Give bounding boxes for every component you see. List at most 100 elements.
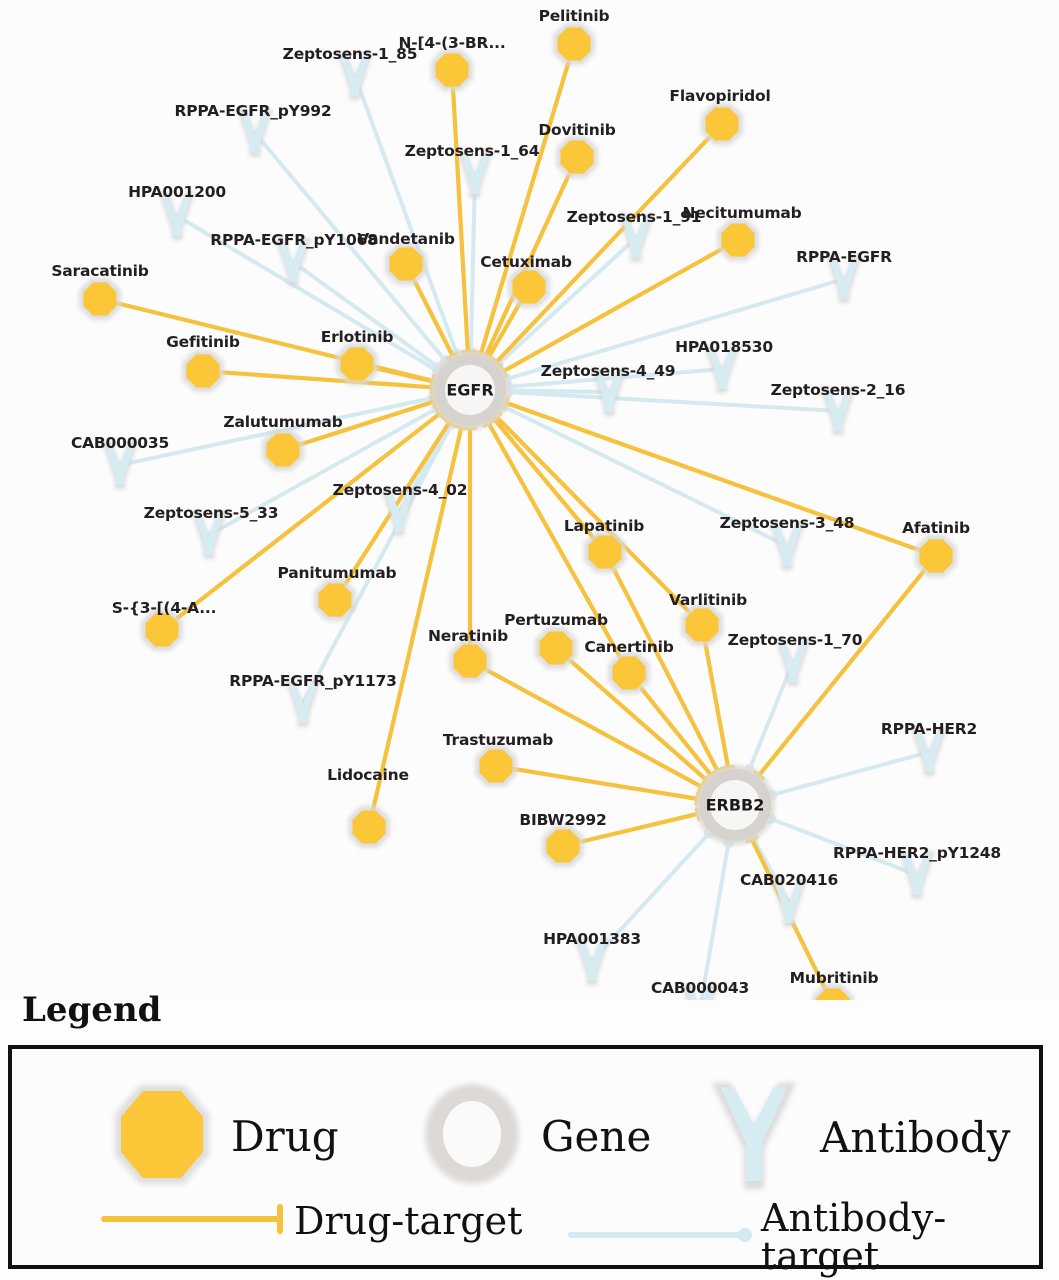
drug-node[interactable] bbox=[681, 604, 723, 646]
antibody-target-edge bbox=[468, 172, 477, 355]
octagon-icon[interactable] bbox=[546, 829, 580, 863]
octagon-icon[interactable] bbox=[919, 539, 953, 573]
antibody-node[interactable] bbox=[775, 638, 811, 686]
octagon-icon[interactable] bbox=[435, 53, 469, 87]
octagon-icon[interactable] bbox=[512, 270, 546, 304]
drug-node[interactable] bbox=[584, 531, 626, 573]
octagon-icon[interactable] bbox=[186, 354, 220, 388]
drug-target-edge bbox=[449, 67, 470, 355]
network-canvas[interactable]: Pelitinib N-[4-(3-BR... Flavopiridol Doviti… bbox=[0, 0, 1059, 1000]
antibody-node[interactable] bbox=[381, 488, 417, 536]
octagon-icon[interactable] bbox=[557, 27, 591, 61]
chevron-icon[interactable] bbox=[915, 732, 943, 772]
antibody-node[interactable] bbox=[285, 679, 321, 727]
octagon-icon[interactable] bbox=[560, 140, 594, 174]
antibody-node[interactable] bbox=[820, 387, 856, 435]
octagon-icon[interactable] bbox=[721, 223, 755, 257]
chevron-icon[interactable] bbox=[773, 526, 801, 566]
antibody-node[interactable] bbox=[911, 728, 947, 776]
antibody-node[interactable] bbox=[191, 511, 227, 559]
chevron-icon[interactable] bbox=[595, 372, 623, 412]
drug-node[interactable] bbox=[385, 243, 427, 285]
chevron-icon[interactable] bbox=[461, 154, 489, 194]
antibody-node[interactable] bbox=[574, 937, 610, 985]
gene-node[interactable] bbox=[695, 765, 775, 845]
drug-node[interactable] bbox=[431, 49, 473, 91]
octagon-icon[interactable] bbox=[83, 282, 117, 316]
chevron-icon[interactable] bbox=[163, 196, 191, 236]
antibody-target-edge bbox=[496, 236, 638, 367]
octagon-icon[interactable] bbox=[612, 656, 646, 690]
drug-node[interactable] bbox=[141, 609, 183, 651]
drug-node[interactable] bbox=[336, 343, 378, 385]
chevron-icon[interactable] bbox=[195, 515, 223, 555]
octagon-icon[interactable] bbox=[318, 583, 352, 617]
drug-target-edge bbox=[492, 417, 608, 555]
octagon-icon[interactable] bbox=[453, 644, 487, 678]
drug-node[interactable] bbox=[915, 535, 957, 577]
gene-node[interactable] bbox=[430, 350, 510, 430]
drug-node[interactable] bbox=[812, 984, 854, 1000]
octagon-icon[interactable] bbox=[588, 535, 622, 569]
chevron-icon[interactable] bbox=[775, 883, 803, 923]
antibody-node[interactable] bbox=[237, 109, 273, 157]
drug-node[interactable] bbox=[262, 429, 304, 471]
chevron-icon[interactable] bbox=[241, 113, 269, 153]
chevron-icon[interactable] bbox=[903, 855, 931, 895]
chevron-icon[interactable] bbox=[622, 218, 650, 258]
drug-node[interactable] bbox=[348, 806, 390, 848]
antibody-node[interactable] bbox=[591, 368, 627, 416]
drug-node[interactable] bbox=[556, 136, 598, 178]
drug-target-edge bbox=[366, 424, 464, 830]
antibody-node[interactable] bbox=[275, 238, 311, 286]
antibody-node[interactable] bbox=[682, 985, 718, 1000]
chevron-icon[interactable] bbox=[341, 56, 369, 96]
antibody-node[interactable] bbox=[826, 255, 862, 303]
antibody-node[interactable] bbox=[102, 441, 138, 489]
octagon-icon[interactable] bbox=[340, 347, 374, 381]
octagon-icon[interactable] bbox=[539, 631, 573, 665]
chevron-icon[interactable] bbox=[106, 445, 134, 485]
chevron-icon[interactable] bbox=[830, 259, 858, 299]
drug-node[interactable] bbox=[449, 640, 491, 682]
drug-node[interactable] bbox=[542, 825, 584, 867]
antibody-node[interactable] bbox=[337, 52, 373, 100]
octagon-icon[interactable] bbox=[266, 433, 300, 467]
drug-node[interactable] bbox=[314, 579, 356, 621]
chevron-icon[interactable] bbox=[578, 941, 606, 981]
drug-node[interactable] bbox=[553, 23, 595, 65]
antibody-node[interactable] bbox=[771, 879, 807, 927]
chevron-icon[interactable] bbox=[824, 391, 852, 431]
drug-node[interactable] bbox=[608, 652, 650, 694]
antibody-node[interactable] bbox=[704, 345, 740, 393]
drug-node[interactable] bbox=[79, 278, 121, 320]
octagon-icon[interactable] bbox=[352, 810, 386, 844]
octagon-icon[interactable] bbox=[705, 107, 739, 141]
chevron-icon[interactable] bbox=[279, 242, 307, 282]
antibody-node[interactable] bbox=[899, 851, 935, 899]
antibody-node[interactable] bbox=[159, 192, 195, 240]
drug-node[interactable] bbox=[535, 627, 577, 669]
network-graph-svg[interactable] bbox=[0, 0, 1059, 1000]
chevron-icon[interactable] bbox=[289, 683, 317, 723]
drug-node[interactable] bbox=[508, 266, 550, 308]
drug-node[interactable] bbox=[717, 219, 759, 261]
octagon-icon[interactable] bbox=[816, 988, 850, 1001]
drug-node[interactable] bbox=[701, 103, 743, 145]
octagon-icon[interactable] bbox=[479, 749, 513, 783]
chevron-icon[interactable] bbox=[686, 989, 714, 1000]
octagon-icon[interactable] bbox=[145, 613, 179, 647]
antibody-target-edge bbox=[207, 406, 439, 537]
octagon-icon[interactable] bbox=[389, 247, 423, 281]
antibody-node[interactable] bbox=[618, 214, 654, 262]
octagon-icon[interactable] bbox=[685, 608, 719, 642]
chevron-icon[interactable] bbox=[385, 492, 413, 532]
drug-target-edge bbox=[200, 368, 435, 390]
chevron-icon[interactable] bbox=[708, 349, 736, 389]
drug-node[interactable] bbox=[182, 350, 224, 392]
antibody-node[interactable] bbox=[457, 150, 493, 198]
legend-label-drug: Drug bbox=[231, 1111, 339, 1161]
chevron-icon[interactable] bbox=[779, 642, 807, 682]
drug-node[interactable] bbox=[475, 745, 517, 787]
antibody-node[interactable] bbox=[769, 522, 805, 570]
